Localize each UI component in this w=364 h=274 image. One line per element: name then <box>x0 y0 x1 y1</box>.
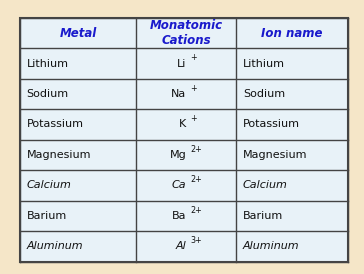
Text: Barium: Barium <box>27 211 67 221</box>
Bar <box>20 18 348 262</box>
Text: Lithium: Lithium <box>27 59 68 68</box>
Text: Ca: Ca <box>172 181 186 190</box>
Text: Calcium: Calcium <box>27 181 71 190</box>
Text: Potassium: Potassium <box>27 119 84 130</box>
Text: Na: Na <box>171 89 186 99</box>
Text: Magnesium: Magnesium <box>27 150 91 160</box>
Text: 3+: 3+ <box>190 236 202 246</box>
Text: Lithium: Lithium <box>243 59 285 68</box>
Text: Magnesium: Magnesium <box>243 150 307 160</box>
Text: Metal: Metal <box>60 27 97 39</box>
Text: Sodium: Sodium <box>243 89 285 99</box>
Text: Sodium: Sodium <box>27 89 69 99</box>
Text: Aluminum: Aluminum <box>27 241 83 252</box>
Text: +: + <box>190 84 197 93</box>
Text: 2+: 2+ <box>190 175 202 184</box>
Text: Mg: Mg <box>170 150 186 160</box>
Text: Barium: Barium <box>243 211 283 221</box>
Text: Calcium: Calcium <box>243 181 288 190</box>
Text: Potassium: Potassium <box>243 119 300 130</box>
Text: K: K <box>179 119 186 130</box>
Text: Al: Al <box>175 241 186 252</box>
Text: Ion name: Ion name <box>261 27 323 39</box>
Text: Ba: Ba <box>172 211 186 221</box>
Text: Aluminum: Aluminum <box>243 241 300 252</box>
Text: 2+: 2+ <box>190 206 202 215</box>
Text: Li: Li <box>177 59 186 68</box>
Text: +: + <box>190 53 197 62</box>
Text: +: + <box>190 115 197 124</box>
Text: Monatomic
Cations: Monatomic Cations <box>150 19 223 47</box>
Text: 2+: 2+ <box>190 145 202 154</box>
